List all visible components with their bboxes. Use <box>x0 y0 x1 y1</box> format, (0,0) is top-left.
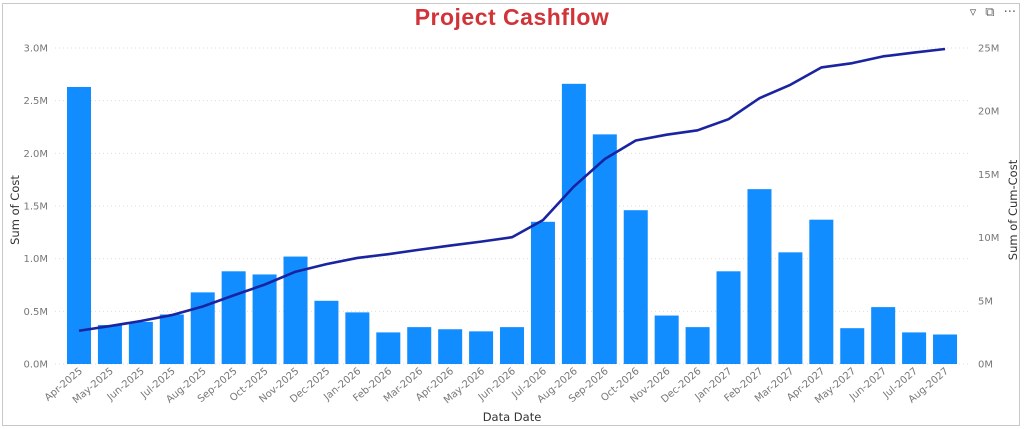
y2-tick-label: 25M <box>978 44 999 55</box>
y-tick-label: 2.0M <box>23 149 48 160</box>
bar <box>592 134 617 364</box>
bar <box>530 221 555 364</box>
y-tick-label: 0.0M <box>23 360 48 371</box>
bar <box>809 219 834 364</box>
y-tick-label: 0.5M <box>23 307 48 318</box>
bar <box>840 328 865 364</box>
bar <box>933 334 958 364</box>
bar <box>221 271 246 364</box>
x-axis-title: Data Date <box>483 410 542 424</box>
y2-axis-title: Sum of Cum-Cost <box>1006 159 1020 260</box>
y2-tick-label: 0M <box>978 360 993 371</box>
y2-tick-label: 5M <box>978 296 993 307</box>
chart-title: Project Cashflow <box>414 4 610 30</box>
bar <box>159 314 184 364</box>
bar <box>561 83 586 365</box>
bar <box>685 327 710 364</box>
bar <box>716 271 741 364</box>
bar <box>654 315 679 364</box>
bar <box>902 332 927 364</box>
y-tick-label: 1.0M <box>23 254 48 265</box>
y-tick-label: 1.5M <box>23 202 48 213</box>
bar <box>345 312 370 364</box>
y-tick-label: 2.5M <box>23 96 48 107</box>
bar <box>871 307 896 364</box>
visual-header-toolbar: ▿ ⧉ ··· <box>970 5 1016 20</box>
bar <box>376 332 401 364</box>
bar <box>438 329 463 364</box>
y2-tick-label: 20M <box>978 107 999 118</box>
y-axis-title: Sum of Cost <box>8 175 22 245</box>
bar <box>67 86 91 365</box>
y2-tick-label: 10M <box>978 233 999 244</box>
bar <box>500 327 525 364</box>
bar <box>128 321 153 364</box>
bar <box>747 189 772 364</box>
bar <box>314 300 339 364</box>
bar <box>252 274 277 364</box>
filter-icon[interactable]: ▿ <box>969 5 977 20</box>
bar <box>407 327 432 364</box>
focus-mode-icon[interactable]: ⧉ <box>985 5 995 20</box>
y-tick-label: 3.0M <box>23 44 48 55</box>
bar <box>623 210 648 364</box>
bar <box>97 325 122 364</box>
more-options-icon[interactable]: ··· <box>1003 5 1016 20</box>
y2-tick-label: 15M <box>978 170 999 181</box>
bar <box>469 331 494 364</box>
bar <box>778 252 803 364</box>
visual-frame <box>2 3 1020 426</box>
